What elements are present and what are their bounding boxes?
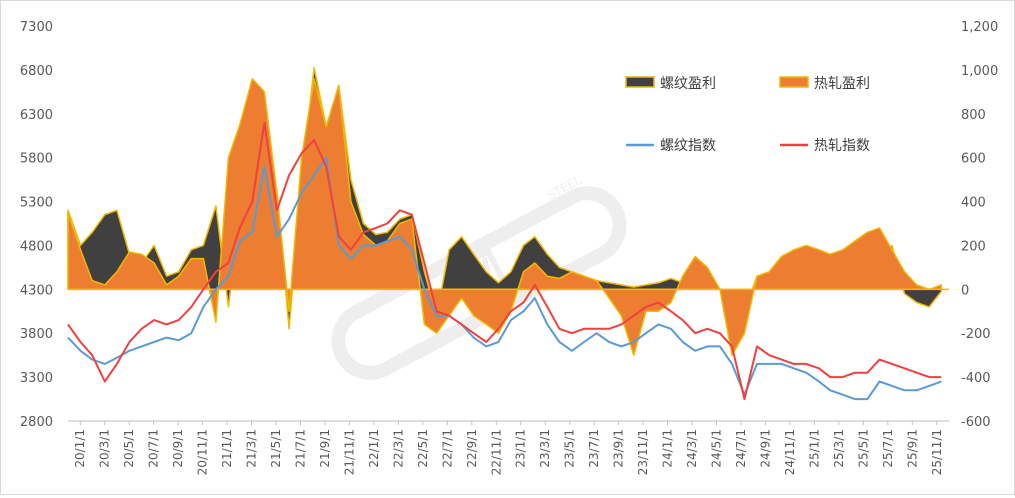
x-tick-label: 25/1/1 [807, 429, 821, 468]
y-left-tick-label: 6800 [20, 64, 53, 79]
x-tick-label: 22/3/1 [391, 429, 405, 468]
y-left-tick-label: 4800 [20, 239, 53, 254]
y-left-tick-label: 5800 [20, 152, 53, 167]
x-tick-label: 20/1/1 [73, 429, 87, 468]
y-right-tick-label: 1,200 [961, 20, 998, 35]
legend-label-1: 螺纹盈利 [660, 76, 716, 92]
x-tick-label: 21/1/1 [220, 429, 234, 468]
y-left-tick-label: 3800 [20, 327, 53, 342]
y-right-tick-label: 200 [961, 239, 986, 254]
x-tick-label: 22/5/1 [416, 429, 430, 468]
x-tick-label: 25/11/1 [930, 429, 944, 475]
x-tick-label: 24/7/1 [734, 429, 748, 468]
series-line-1 [67, 156, 942, 401]
x-tick-label: 20/9/1 [171, 429, 185, 468]
x-tick-label: 21/11/1 [342, 429, 356, 475]
y-left-tick-label: 6300 [20, 108, 53, 123]
y-right-tick-label: 400 [961, 196, 986, 211]
profit-areas [67, 66, 943, 356]
x-tick-label: 22/1/1 [367, 429, 381, 468]
x-tick-label: 23/11/1 [636, 429, 650, 475]
x-tick-label: 24/11/1 [783, 429, 797, 475]
x-tick-label: 22/7/1 [440, 429, 454, 468]
x-tick-label: 21/9/1 [318, 429, 332, 468]
x-tick-label: 20/11/1 [196, 429, 210, 475]
y-left-tick-label: 2800 [20, 415, 53, 430]
legend-swatch-1 [625, 76, 655, 88]
series-line-2 [67, 121, 942, 401]
axes: 7300 6800 6300 5800 5300 4800 4300 3800 3300 2800… [20, 20, 998, 475]
x-tick-label: 25/9/1 [905, 429, 919, 468]
legend-label-3: 螺纹指数 [660, 138, 716, 154]
x-tick-label: 23/7/1 [587, 429, 601, 468]
x-tick-label: 24/1/1 [661, 429, 675, 468]
x-tick-label: 25/7/1 [881, 429, 895, 468]
legend-label-2: 热轧盈利 [814, 76, 870, 92]
x-tick-label: 25/5/1 [856, 429, 870, 468]
x-tick-label: 21/3/1 [245, 429, 259, 468]
y-right-tick-label: 600 [961, 152, 986, 167]
x-tick-label: 20/7/1 [147, 429, 161, 468]
y-right-tick-label: 800 [961, 108, 986, 123]
x-tick-label: 23/5/1 [563, 429, 577, 468]
x-tick-label: 20/5/1 [122, 429, 136, 468]
y-right-tick-label: -200 [961, 327, 991, 342]
x-tick-label: 24/9/1 [758, 429, 772, 468]
y-right-tick-label: -600 [961, 415, 991, 430]
y-left-tick-label: 5300 [20, 196, 53, 211]
legend-label-4: 热轧指数 [814, 138, 870, 154]
x-tick-label: 25/3/1 [832, 429, 846, 468]
x-tick-label: 24/3/1 [685, 429, 699, 468]
x-tick-label: 22/9/1 [465, 429, 479, 468]
y-right-tick-label: 1,000 [961, 64, 998, 79]
x-tick-label: 24/5/1 [710, 429, 724, 468]
y-right-tick-label: 0 [961, 283, 969, 298]
x-tick-label: 22/11/1 [489, 429, 503, 475]
x-tick-label: 21/5/1 [269, 429, 283, 468]
x-tick-label: 23/3/1 [538, 429, 552, 468]
y-left-tick-label: 7300 [20, 20, 53, 35]
y-left-tick-label: 4300 [20, 283, 53, 298]
legend-swatch-2 [779, 76, 809, 88]
x-tick-label: 21/7/1 [293, 429, 307, 468]
x-tick-label: 20/3/1 [98, 429, 112, 468]
x-tick-label: 23/9/1 [612, 429, 626, 468]
y-left-tick-label: 3300 [20, 371, 53, 386]
series-area-2 [67, 77, 943, 356]
index-lines [67, 121, 942, 401]
x-tick-label: 23/1/1 [514, 429, 528, 468]
y-right-tick-label: -400 [961, 371, 991, 386]
